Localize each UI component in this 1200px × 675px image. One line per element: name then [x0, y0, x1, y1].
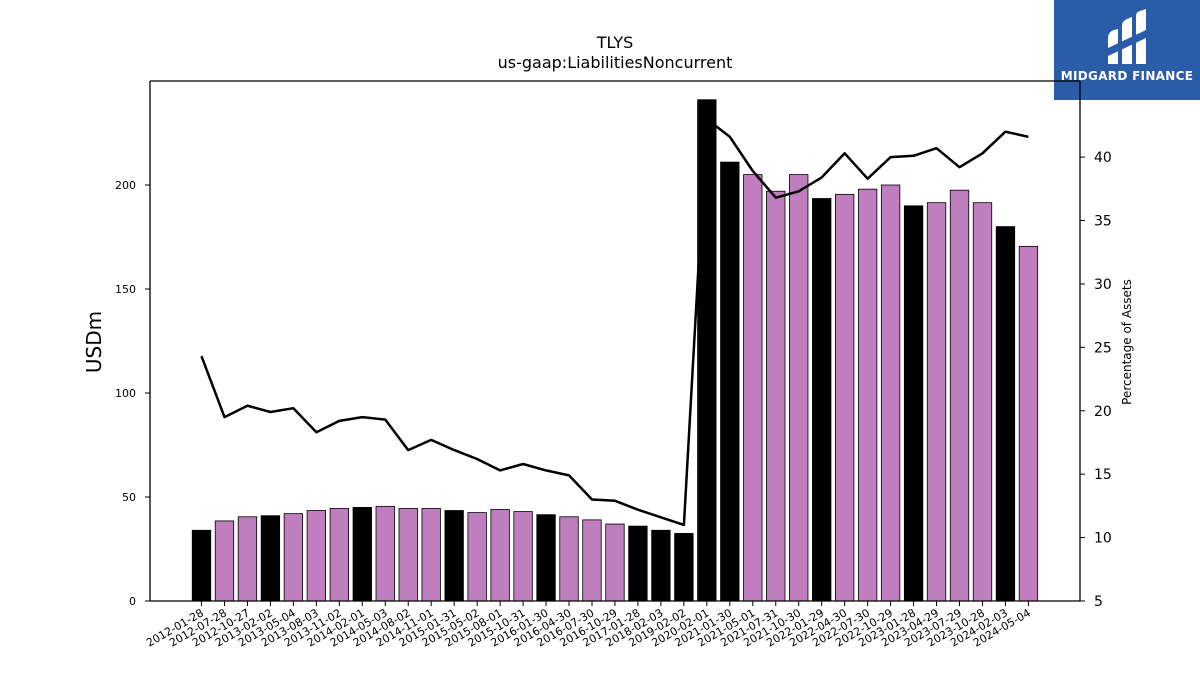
chart-title: TLYS [596, 33, 634, 52]
y2-axis-label: Percentage of Assets [1120, 279, 1134, 405]
bar [628, 525, 648, 602]
y2-tick-label: 10 [1094, 531, 1112, 547]
y2-tick-label: 30 [1094, 277, 1112, 293]
y-tick-label: 100 [115, 387, 136, 400]
bar [513, 511, 533, 602]
brand-logo: MIDGARD FINANCE [1054, 0, 1200, 100]
y2-tick-label: 25 [1094, 340, 1112, 356]
bar [214, 520, 235, 602]
bar [375, 505, 395, 602]
bar [903, 205, 924, 602]
bar [789, 174, 809, 602]
bar [260, 515, 281, 602]
bar [467, 512, 487, 602]
bar [720, 161, 740, 602]
y2-tick-label: 40 [1094, 150, 1112, 166]
bar [582, 519, 602, 602]
bar [1018, 245, 1039, 602]
percentage-line [200, 117, 1029, 527]
bar [766, 190, 786, 602]
bar [559, 516, 579, 602]
y-tick-label: 0 [129, 595, 136, 608]
y2-tick-label: 35 [1094, 214, 1112, 230]
bar [812, 198, 832, 602]
bar [949, 189, 970, 602]
bar [398, 508, 418, 602]
bar [444, 510, 464, 602]
bar [926, 202, 947, 602]
bar [329, 508, 349, 602]
y-axis-label: USDm [82, 311, 106, 373]
bar [857, 188, 878, 602]
y2-tick-label: 5 [1094, 594, 1103, 610]
bar [191, 529, 212, 602]
bar [674, 533, 694, 602]
bar [995, 226, 1016, 602]
brand-name: MIDGARD FINANCE [1060, 69, 1194, 83]
bar [536, 514, 556, 602]
bar [743, 174, 763, 602]
y-tick-label: 200 [115, 179, 136, 192]
y-tick-label: 50 [122, 491, 136, 504]
y2-tick-label: 15 [1094, 467, 1112, 483]
bar [880, 184, 901, 602]
y2-tick-label: 20 [1094, 404, 1112, 420]
bar [697, 99, 717, 602]
bar [490, 509, 510, 602]
bar [835, 193, 855, 602]
bar [306, 510, 327, 602]
bar [972, 202, 993, 602]
y-tick-label: 150 [115, 283, 136, 296]
chart-subtitle: us-gaap:LiabilitiesNoncurrent [498, 53, 733, 72]
bar [421, 508, 441, 602]
bar [651, 529, 671, 602]
midgard-logo-icon [1108, 9, 1146, 64]
bar [605, 523, 625, 602]
bar [352, 506, 372, 602]
bar [283, 513, 304, 602]
bar [237, 516, 258, 602]
